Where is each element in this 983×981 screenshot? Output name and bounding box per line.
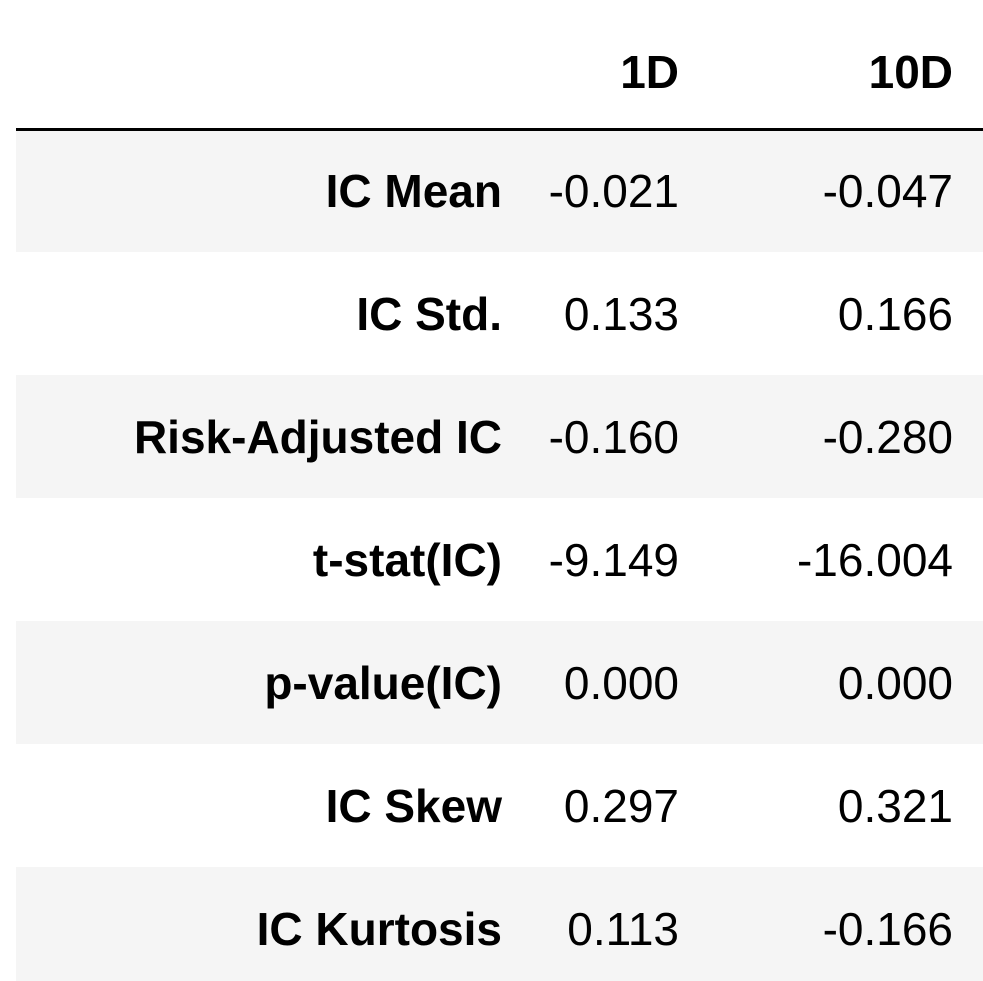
cell-t-stat-1d: -9.149 bbox=[548, 533, 679, 586]
cell-ic-std-1d: 0.133 bbox=[563, 287, 679, 340]
row-label-ic-kurtosis: IC Kurtosis bbox=[256, 902, 502, 955]
table-row: IC Mean -0.021 -0.047 bbox=[16, 129, 983, 252]
column-header-1d: 1D bbox=[502, 16, 709, 131]
table-row: Risk-Adjusted IC -0.160 -0.280 bbox=[16, 375, 983, 498]
ic-summary-table-container: 1D 10D IC Mean -0.021 -0.047 IC Std. 0.1… bbox=[16, 16, 983, 981]
cell-risk-adjusted-ic-10d: -0.280 bbox=[822, 410, 953, 463]
cell-ic-skew-1d: 0.297 bbox=[563, 779, 679, 832]
column-header-10d: 10D bbox=[709, 16, 983, 131]
table-body: IC Mean -0.021 -0.047 IC Std. 0.133 0.16… bbox=[16, 129, 983, 981]
row-label-ic-std: IC Std. bbox=[356, 287, 502, 340]
ic-summary-table: 1D 10D IC Mean -0.021 -0.047 IC Std. 0.1… bbox=[16, 16, 983, 981]
cell-risk-adjusted-ic-1d: -0.160 bbox=[548, 410, 679, 463]
row-label-ic-mean: IC Mean bbox=[325, 165, 502, 218]
row-label-risk-adjusted-ic: Risk-Adjusted IC bbox=[133, 410, 502, 463]
table-row: IC Kurtosis 0.113 -0.166 bbox=[16, 867, 983, 981]
row-label-ic-skew: IC Skew bbox=[325, 779, 502, 832]
cell-ic-mean-1d: -0.021 bbox=[548, 165, 679, 218]
cell-p-value-10d: 0.000 bbox=[837, 656, 953, 709]
cell-t-stat-10d: -16.004 bbox=[796, 533, 953, 586]
cell-ic-skew-10d: 0.321 bbox=[837, 779, 953, 832]
cell-ic-mean-10d: -0.047 bbox=[822, 165, 953, 218]
table-header: 1D 10D bbox=[16, 16, 983, 131]
row-label-t-stat: t-stat(IC) bbox=[312, 533, 502, 586]
cell-ic-kurtosis-10d: -0.166 bbox=[822, 902, 953, 955]
table-row: IC Skew 0.297 0.321 bbox=[16, 744, 983, 867]
row-label-p-value: p-value(IC) bbox=[264, 656, 502, 709]
cell-ic-std-10d: 0.166 bbox=[837, 287, 953, 340]
cell-ic-kurtosis-1d: 0.113 bbox=[567, 902, 679, 955]
cell-p-value-1d: 0.000 bbox=[563, 656, 679, 709]
index-header-cell bbox=[16, 16, 502, 131]
table-row: t-stat(IC) -9.149 -16.004 bbox=[16, 498, 983, 621]
table-row: IC Std. 0.133 0.166 bbox=[16, 252, 983, 375]
header-row: 1D 10D bbox=[16, 16, 983, 131]
table-row: p-value(IC) 0.000 0.000 bbox=[16, 621, 983, 744]
